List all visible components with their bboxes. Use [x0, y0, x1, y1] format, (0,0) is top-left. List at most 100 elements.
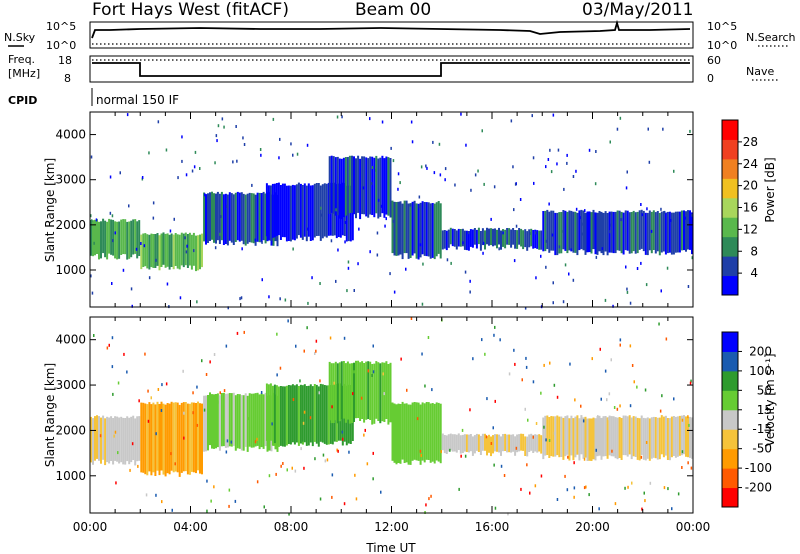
colorbar-segment	[722, 487, 738, 508]
colorbar-segment	[722, 217, 738, 238]
data-cell	[367, 361, 370, 419]
data-speck	[228, 504, 230, 508]
data-speck	[131, 304, 133, 308]
data-cell	[397, 403, 400, 463]
data-cell	[658, 417, 661, 460]
data-speck	[353, 370, 355, 374]
nave-tick-bottom: 0	[707, 72, 714, 85]
data-speck	[259, 148, 262, 151]
data-speck	[427, 336, 430, 339]
data-speck	[117, 451, 119, 455]
data-speck	[372, 451, 374, 455]
data-speck	[371, 166, 374, 169]
data-cell	[134, 418, 137, 466]
data-speck	[604, 369, 607, 373]
data-cell	[550, 416, 553, 457]
data-cell	[439, 203, 442, 259]
data-speck	[494, 325, 496, 329]
data-speck	[535, 422, 538, 425]
data-speck	[148, 276, 151, 280]
data-cell	[435, 202, 438, 257]
data-cell	[205, 194, 207, 245]
data-speck	[157, 388, 160, 391]
power-data-layer	[90, 112, 693, 310]
data-speck	[514, 182, 517, 186]
data-cell	[264, 392, 267, 447]
data-speck	[524, 306, 527, 310]
data-speck	[196, 423, 199, 427]
colorbar-segment	[722, 120, 738, 140]
data-cell	[423, 403, 426, 463]
data-cell	[570, 415, 573, 456]
data-speck	[646, 207, 648, 211]
data-speck	[469, 279, 471, 283]
data-cell	[195, 403, 197, 474]
data-speck	[331, 495, 333, 499]
data-cell	[325, 183, 328, 238]
data-cell	[279, 185, 282, 240]
data-cell	[112, 418, 115, 465]
data-speck	[179, 296, 182, 300]
data-speck	[155, 432, 157, 436]
data-cell	[678, 415, 681, 456]
data-cell	[435, 402, 438, 461]
data-speck	[93, 334, 95, 337]
data-cell	[558, 416, 561, 458]
data-cell	[148, 402, 151, 472]
data-speck	[671, 507, 673, 511]
data-cell	[443, 435, 446, 454]
data-speck	[261, 278, 263, 282]
data-speck	[219, 391, 221, 395]
data-cell	[566, 415, 569, 455]
colorbar-tick-label: 100	[749, 364, 772, 378]
data-speck	[690, 466, 693, 470]
data-cell	[363, 156, 366, 215]
data-speck	[347, 260, 350, 264]
data-cell	[330, 155, 333, 213]
data-cell	[562, 417, 565, 460]
data-speck	[625, 186, 628, 190]
data-cell	[391, 200, 394, 254]
data-cell	[295, 384, 298, 443]
data-speck	[225, 344, 228, 348]
data-speck	[507, 512, 509, 516]
data-speck	[380, 490, 382, 494]
data-cell	[186, 403, 189, 475]
data-cell	[281, 183, 284, 238]
data-speck	[580, 404, 582, 408]
data-cell	[138, 416, 141, 461]
data-speck	[126, 113, 129, 117]
data-cell	[580, 209, 583, 250]
data-cell	[536, 230, 539, 249]
data-speck	[556, 395, 559, 399]
data-speck	[595, 255, 598, 259]
data-cell	[405, 200, 408, 254]
data-speck	[241, 247, 243, 251]
data-speck	[144, 352, 146, 356]
data-speck	[551, 233, 554, 237]
data-speck	[182, 369, 184, 373]
data-cell	[568, 210, 571, 251]
data-speck	[337, 248, 339, 252]
data-cell	[371, 156, 374, 215]
data-cell	[498, 227, 500, 245]
data-cell	[484, 433, 486, 451]
data-speck	[193, 165, 196, 169]
data-cell	[546, 415, 549, 455]
data-cell	[377, 362, 380, 421]
data-speck	[397, 172, 400, 176]
data-speck	[410, 120, 413, 124]
data-speck	[355, 497, 358, 501]
data-cell	[236, 191, 239, 241]
data-speck	[568, 272, 570, 276]
data-cell	[348, 363, 351, 424]
data-speck	[422, 262, 424, 266]
data-speck	[681, 418, 684, 422]
velocity-colorbar: -200 -100 -50 -15 15 50 100 200	[721, 331, 772, 508]
data-speck	[352, 392, 354, 396]
y-tick-label: 1000	[55, 263, 86, 277]
colorbar-segment	[722, 158, 738, 179]
x-tick-label: 08:00	[274, 520, 309, 534]
velocity-colorbar-label: Velocity [m s⁻¹]	[763, 353, 777, 446]
